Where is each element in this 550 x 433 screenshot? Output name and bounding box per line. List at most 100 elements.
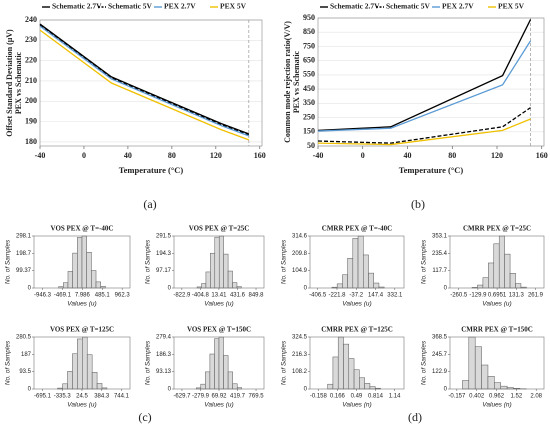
x-axis-label: Values (u)	[204, 301, 233, 308]
plot-frame	[309, 235, 405, 289]
x-tick-label: 431.6	[230, 293, 246, 299]
x-tick-label: 769.5	[249, 394, 265, 400]
histogram-bar	[218, 235, 224, 289]
y-tick-label: 150	[303, 127, 315, 136]
histogram-bar	[474, 346, 482, 390]
legend-label: PEX 2.7V	[442, 2, 474, 11]
y-tick-label: 240	[25, 15, 37, 24]
series-line	[39, 23, 250, 135]
x-tick-label: -695.1	[34, 394, 52, 400]
x-axis-label: Values (u)	[67, 402, 96, 409]
x-tick-label: 131.3	[509, 293, 525, 299]
y-tick-label: 368.5	[432, 335, 448, 341]
histogram-bar	[200, 383, 206, 390]
histogram-bar	[223, 355, 229, 390]
y-tick-label: 350	[303, 98, 315, 107]
y-tick-label: 200	[25, 96, 37, 105]
y-tick-label: 0	[28, 286, 32, 292]
y-tick-label: 650	[303, 55, 315, 64]
histogram-bar	[227, 371, 233, 390]
x-tick-label: 0	[82, 151, 86, 160]
x-tick-label: 120	[491, 151, 503, 160]
legend-label: Schematic 5V	[386, 2, 431, 11]
y-tick-label: 186.3	[156, 352, 172, 358]
x-tick-label: -335.3	[54, 394, 72, 400]
histogram-bar	[373, 282, 380, 289]
y-tick-label: 97.17	[156, 268, 172, 274]
histogram-bar	[337, 336, 344, 390]
x-tick-label: 962.3	[115, 293, 131, 299]
histogram-title: CMRR PEX @ T=125C	[321, 326, 393, 334]
y-tick-label: 0	[168, 286, 172, 292]
histogram-bar	[357, 235, 364, 289]
y-tick-label: 950	[303, 13, 315, 22]
plot-frame	[39, 19, 263, 147]
x-tick-label: 160	[254, 151, 266, 160]
y-tick-label: 198.7	[16, 251, 32, 257]
x-tick-label: -221.8	[328, 293, 346, 299]
histogram-bar	[487, 376, 495, 390]
histogram-title: CMRR PEX @ T=25C	[463, 225, 531, 233]
histogram-bar	[368, 272, 374, 289]
x-tick-label: 69.92	[211, 394, 227, 400]
histogram-bar	[72, 353, 78, 390]
histogram-bar	[493, 243, 500, 289]
histogram-bar	[86, 251, 92, 289]
x-tick-label: 332.1	[387, 293, 403, 299]
y-tick-label: 245.7	[432, 352, 448, 358]
x-tick-label: 0.166	[330, 394, 346, 400]
y-tick-label: 99.37	[16, 268, 32, 274]
histogram-bar	[81, 235, 87, 289]
y-axis-label: No. of Samples	[281, 340, 288, 385]
x-tick-label: 0.962	[489, 394, 505, 400]
y-axis-label: No. of Samples	[5, 340, 12, 385]
histogram-bar	[223, 253, 229, 289]
histogram-bar	[343, 343, 350, 390]
histogram-title: CMRR PEX @ T=-40C	[322, 225, 392, 233]
histogram-bar	[232, 282, 238, 289]
x-tick-label: -629.7	[173, 394, 191, 400]
series-line	[39, 24, 250, 136]
y-axis-label: Common mode rejection ratio(V/V)	[283, 21, 292, 143]
y-tick-label: 93.5	[19, 369, 31, 375]
histogram-bar	[342, 274, 348, 289]
y-tick-label: 291.5	[156, 234, 172, 240]
y-tick-label: 230	[25, 35, 37, 44]
histogram-bar	[353, 369, 360, 390]
x-tick-label: 419.7	[230, 394, 246, 400]
plot-frame	[33, 235, 131, 289]
histogram-bar	[494, 382, 501, 390]
y-axis-label: No. of Samples	[281, 239, 288, 284]
histogram-title: VOS PEX @ T=-40C	[51, 225, 114, 233]
x-tick-label: -0.157	[448, 394, 466, 400]
y-tick-label: 550	[303, 70, 315, 79]
x-tick-label: -822.9	[173, 293, 191, 299]
x-axis-label: Values (u)	[482, 301, 511, 308]
y-tick-label: 104.9	[292, 268, 308, 274]
x-tick-label: 80	[168, 151, 176, 160]
legend-label: PEX 5V	[498, 2, 525, 11]
panel-label: (d)	[408, 410, 422, 424]
x-tick-label: 2.08	[530, 394, 542, 400]
y-tick-label: 50	[307, 141, 315, 150]
y-tick-label: 187	[21, 352, 32, 358]
histogram-bar	[509, 273, 516, 289]
legend-label: PEX 5V	[220, 2, 247, 11]
y-tick-label: 750	[303, 41, 315, 50]
histogram-bar	[86, 354, 93, 390]
histogram-bar	[95, 281, 101, 289]
histogram-bar	[96, 383, 103, 390]
x-tick-label: 80	[448, 151, 456, 160]
series-line	[39, 29, 250, 141]
histogram-bar	[504, 253, 511, 289]
panel-label: (b)	[411, 197, 425, 211]
y-axis-label: No. of Samples	[5, 239, 12, 284]
x-tick-label: -260.5	[450, 293, 468, 299]
panel-label: (c)	[138, 410, 151, 424]
legend-label: Schematic 2.7V	[52, 2, 102, 11]
histogram-bar	[481, 364, 489, 390]
y-axis-label: No. of Samples	[145, 340, 152, 385]
x-axis-label: Values (u)	[67, 301, 96, 308]
histogram-bar	[77, 237, 83, 289]
